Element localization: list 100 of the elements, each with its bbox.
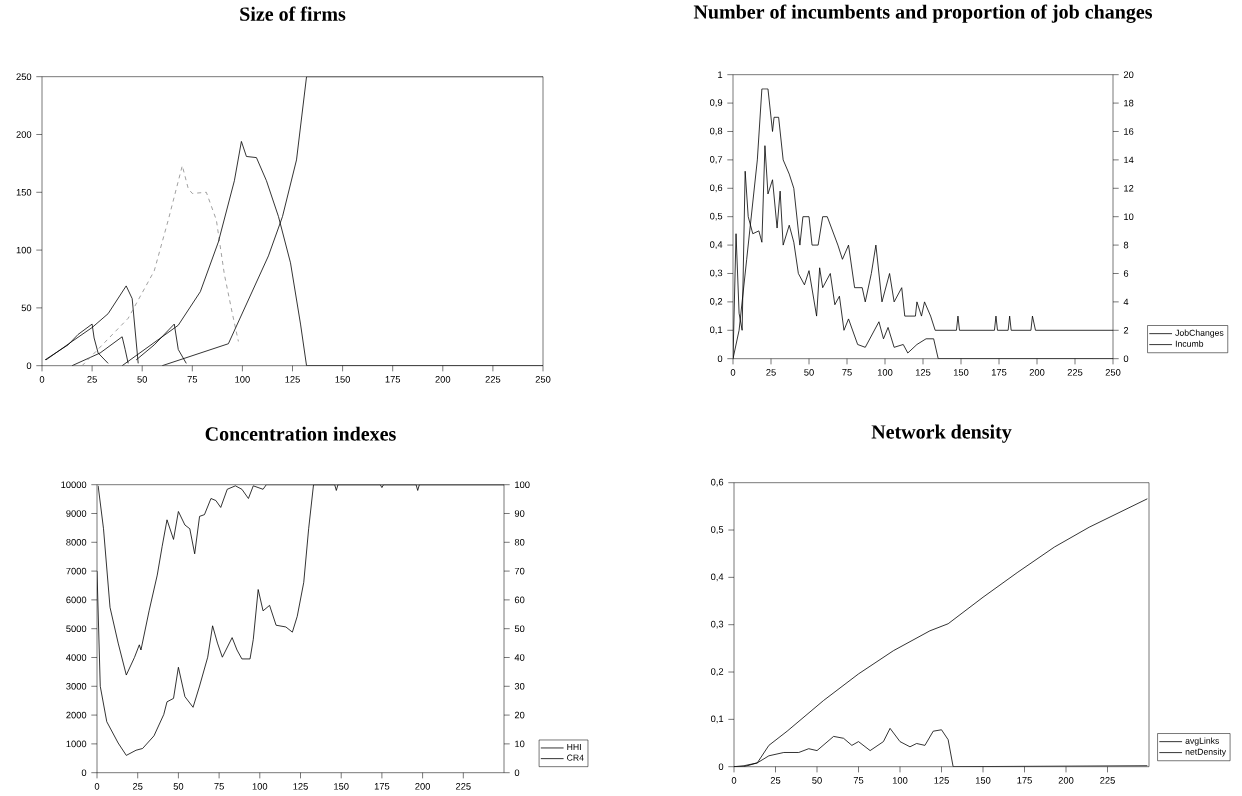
y-tick-label: 0,6 (709, 184, 723, 193)
x-tick-label: 75 (187, 376, 198, 383)
x-tick-label: 200 (435, 376, 451, 383)
x-tick-label: 175 (385, 376, 401, 383)
y-tick-label: 5000 (66, 625, 87, 633)
y-tick-label: 0,5 (709, 213, 723, 221)
y2-tick-label: 90 (514, 510, 525, 517)
chart-title: Number of incumbents and proportion of job changes (693, 4, 1153, 24)
y-tick-label: 0,1 (710, 715, 724, 724)
y-tick-label: 0,3 (710, 621, 724, 629)
x-tick-label: 150 (334, 783, 349, 790)
y2-tick-label: 8 (1123, 241, 1129, 249)
y-tick-label: 0,2 (709, 298, 723, 306)
y-tick-label: 2000 (66, 711, 87, 719)
x-tick-label: 200 (1029, 369, 1045, 376)
y2-tick-label: 6 (1123, 270, 1129, 277)
y-tick-label: 0,4 (709, 241, 723, 250)
x-tick-label: 75 (842, 369, 852, 376)
x-tick-label: 175 (991, 369, 1007, 376)
x-tick-label: 0 (731, 777, 737, 784)
y-tick-label: 0 (81, 769, 87, 777)
y-tick-label: 0,5 (710, 526, 724, 535)
x-tick-label: 200 (415, 783, 431, 790)
y2-tick-label: 0 (1123, 355, 1129, 363)
legend-label: netDensity (1185, 748, 1227, 757)
y-tick-label: 0,6 (710, 479, 724, 487)
chart-title: Network density (871, 424, 1012, 443)
y2-tick-label: 0 (514, 769, 520, 777)
y2-tick-label: 70 (514, 567, 525, 575)
x-tick-label: 225 (1067, 369, 1083, 376)
y-tick-label: 9000 (66, 510, 87, 517)
x-tick-label: 25 (766, 369, 776, 376)
x-tick-label: 150 (975, 777, 991, 784)
y2-tick-label: 20 (514, 711, 525, 719)
y-tick-label: 0,4 (710, 573, 724, 582)
x-tick-label: 50 (804, 369, 814, 376)
x-tick-label: 100 (235, 376, 250, 383)
legend-label: avgLinks (1185, 737, 1220, 746)
y-tick-label: 150 (16, 189, 32, 196)
y2-tick-label: 30 (514, 683, 525, 690)
x-tick-label: 225 (485, 376, 501, 383)
x-tick-label: 0 (39, 376, 45, 383)
x-tick-label: 100 (892, 777, 908, 784)
y2-tick-label: 14 (1124, 156, 1134, 164)
x-tick-label: 200 (1058, 777, 1074, 784)
y2-tick-label: 50 (514, 625, 525, 633)
legend-label: CR4 (567, 754, 584, 761)
y2-tick-label: 80 (514, 539, 525, 546)
x-tick-label: 100 (877, 369, 893, 376)
y-tick-label: 10000 (61, 481, 87, 489)
x-tick-label: 25 (87, 376, 97, 383)
x-tick-label: 75 (214, 783, 224, 790)
y2-tick-label: 10 (1124, 213, 1134, 221)
x-tick-label: 0 (94, 783, 100, 790)
y2-tick-label: 2 (1123, 327, 1129, 334)
y-tick-label: 0 (718, 763, 724, 771)
y-tick-label: 50 (21, 304, 32, 312)
x-tick-label: 50 (173, 783, 184, 790)
y-tick-label: 3000 (66, 683, 87, 690)
x-tick-label: 25 (132, 783, 143, 790)
legend-label: HHI (567, 744, 581, 751)
y-tick-label: 0,7 (709, 156, 723, 164)
y-tick-label: 0,1 (709, 326, 723, 335)
y-tick-label: 0,8 (709, 127, 723, 136)
x-tick-label: 150 (953, 369, 969, 376)
x-tick-label: 125 (285, 376, 300, 383)
x-tick-label: 250 (535, 376, 551, 383)
y2-tick-label: 12 (1124, 185, 1134, 192)
y2-tick-label: 10 (515, 740, 525, 748)
y-tick-label: 0,3 (709, 269, 723, 278)
y-tick-label: 250 (16, 73, 32, 81)
y-tick-label: 0,9 (709, 99, 723, 108)
y2-tick-label: 20 (1123, 71, 1134, 79)
y2-tick-label: 16 (1124, 128, 1134, 135)
x-tick-label: 0 (730, 369, 736, 376)
y-tick-label: 0 (717, 355, 723, 363)
chart-title: Concentration indexes (205, 426, 396, 441)
x-tick-label: 225 (455, 783, 471, 790)
y-tick-label: 7000 (66, 567, 87, 575)
x-tick-label: 150 (335, 376, 351, 383)
y-tick-label: 4000 (66, 654, 87, 661)
x-tick-label: 225 (1100, 777, 1115, 784)
y-tick-label: 0,2 (710, 668, 724, 677)
legend-label: JobChanges (1175, 329, 1224, 338)
x-tick-label: 100 (252, 783, 268, 790)
x-tick-label: 125 (293, 783, 308, 790)
y-tick-label: 6000 (66, 596, 87, 604)
y2-tick-label: 100 (515, 481, 530, 489)
y-tick-label: 1000 (66, 740, 87, 748)
x-tick-label: 125 (915, 369, 931, 376)
chart-title: Size of firms (240, 6, 346, 21)
x-tick-label: 75 (853, 777, 864, 784)
y2-tick-label: 40 (514, 654, 525, 661)
y2-tick-label: 60 (514, 596, 525, 604)
x-tick-label: 50 (137, 376, 148, 383)
x-tick-label: 50 (812, 777, 822, 784)
x-tick-label: 175 (1017, 777, 1032, 784)
y2-tick-label: 18 (1124, 99, 1134, 107)
legend-label: Incumb (1175, 340, 1204, 347)
x-tick-label: 25 (770, 777, 781, 784)
